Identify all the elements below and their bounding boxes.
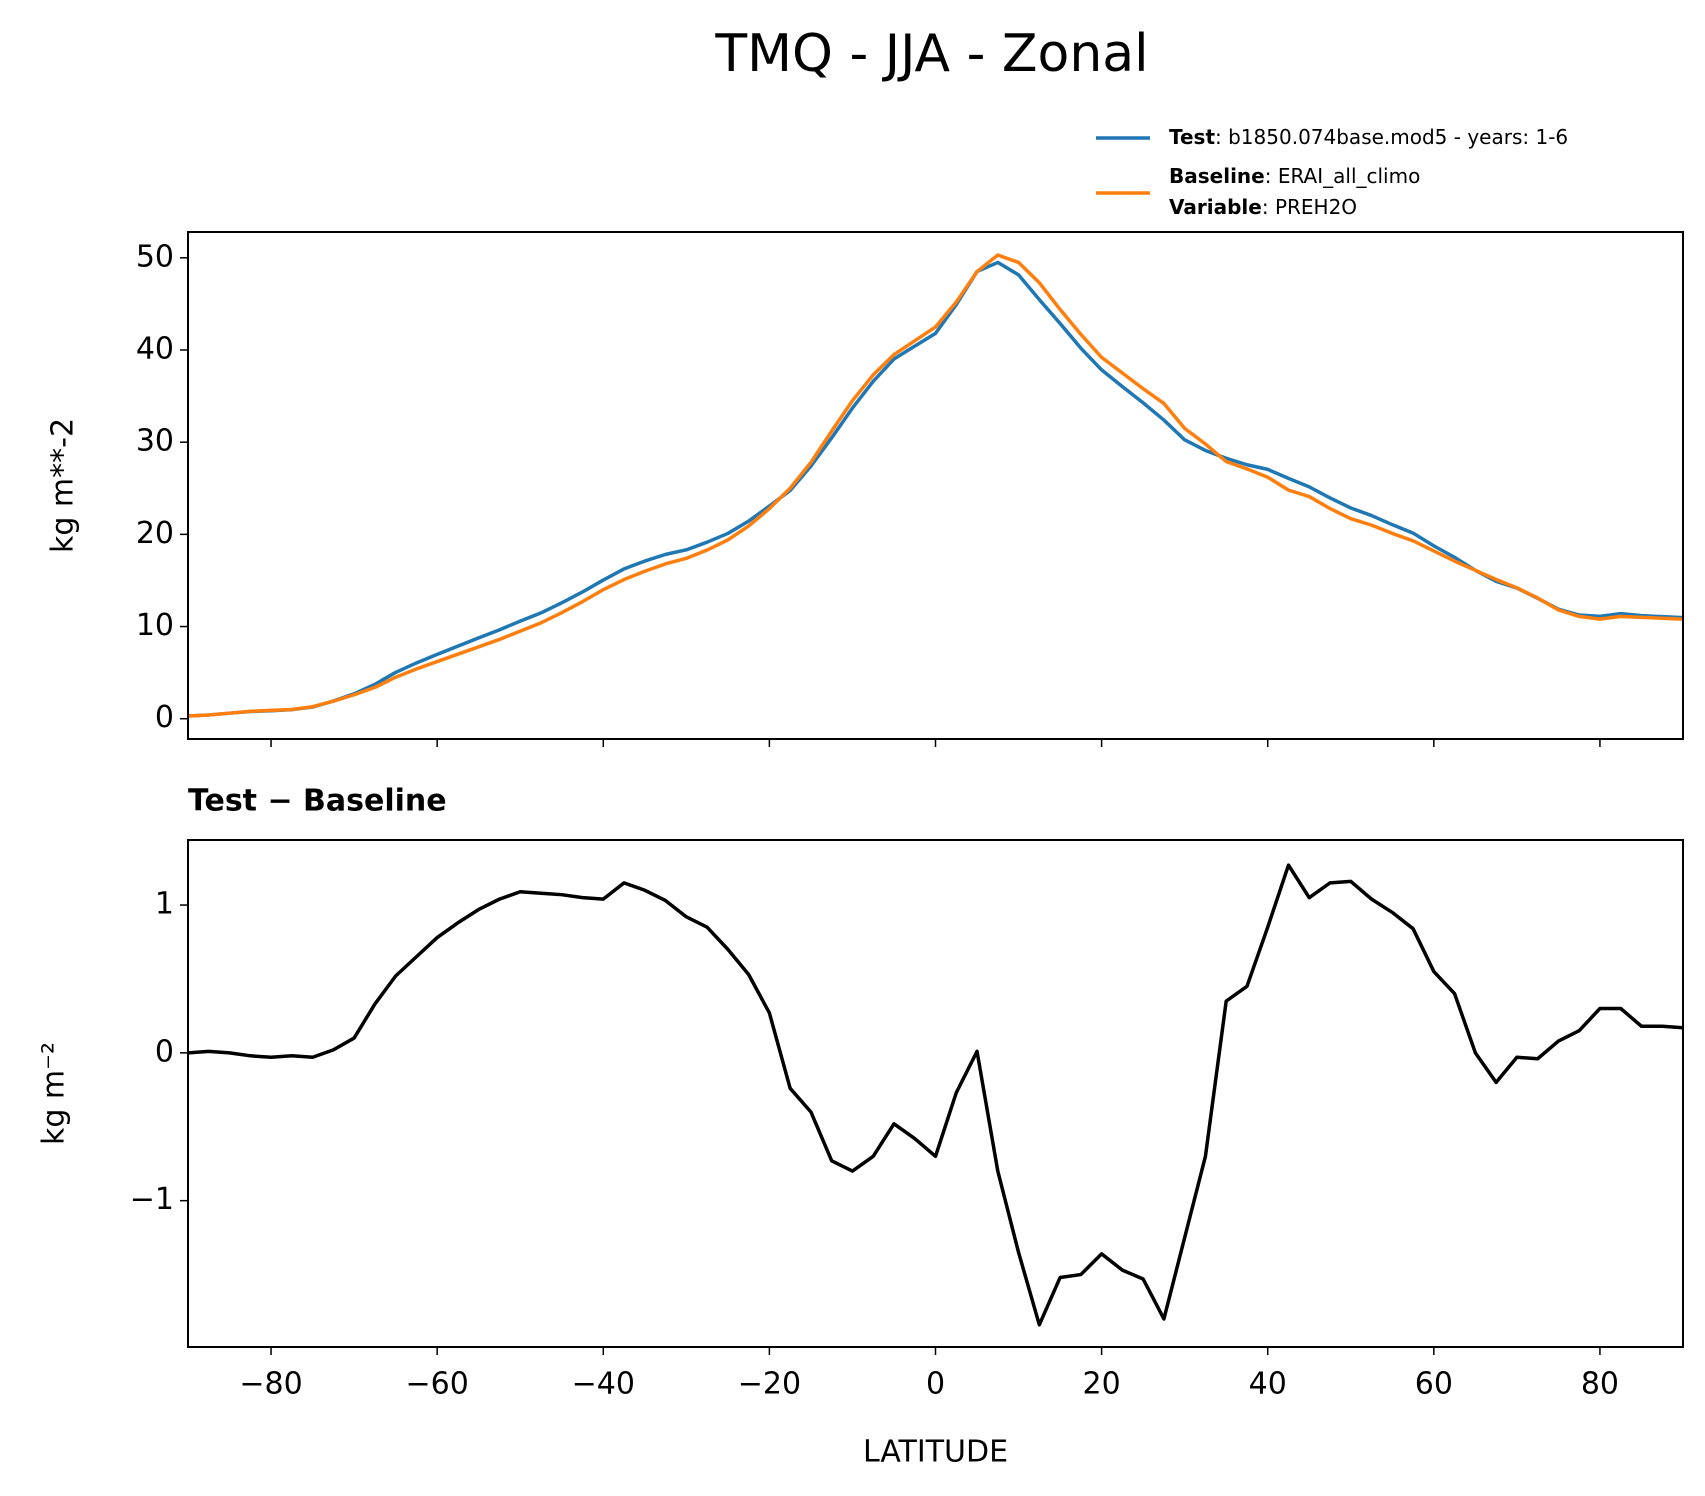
legend-key: Test — [1169, 125, 1215, 149]
x-tick-label: 20 — [1083, 1367, 1121, 1402]
x-tick-label: −80 — [239, 1367, 302, 1402]
figure-title: TMQ - JJA - Zonal — [714, 24, 1148, 84]
x-tick-label: 40 — [1249, 1367, 1287, 1402]
legend-detail: : PREH2O — [1262, 195, 1357, 219]
data-line — [188, 253, 1683, 718]
x-axis-label: LATITUDE — [863, 1435, 1008, 1470]
y-tick-label: 1 — [155, 887, 174, 922]
x-tick-label: 60 — [1415, 1367, 1453, 1402]
legend-label: Test: b1850.074base.mod5 - years: 1-6 — [1169, 125, 1568, 149]
y-axis-label: kg m⁻² — [37, 1042, 72, 1145]
x-tick-label: −60 — [406, 1367, 469, 1402]
legend-label: Baseline: ERAI_all_climo — [1169, 164, 1420, 188]
x-tick-label: −20 — [738, 1367, 801, 1402]
legend-key: Baseline — [1169, 164, 1265, 188]
x-tick-label: −40 — [572, 1367, 635, 1402]
y-tick-label: 20 — [136, 516, 174, 551]
y-tick-label: 0 — [155, 1034, 174, 1069]
data-line — [188, 863, 1683, 1327]
x-tick-label: 80 — [1581, 1367, 1619, 1402]
y-tick-label: −1 — [130, 1182, 174, 1217]
legend-note: Variable: PREH2O — [1169, 195, 1357, 219]
axes-title: Test − Baseline — [188, 784, 447, 819]
legend-detail: : ERAI_all_climo — [1265, 164, 1421, 188]
x-tick-label: 0 — [926, 1367, 945, 1402]
y-tick-label: 30 — [136, 424, 174, 459]
axes-frame — [187, 839, 1684, 1348]
axes-frame — [187, 231, 1684, 740]
y-tick-label: 0 — [155, 700, 174, 735]
y-tick-label: 40 — [136, 331, 174, 366]
legend-detail: : b1850.074base.mod5 - years: 1-6 — [1215, 125, 1568, 149]
y-axis-label: kg m**-2 — [46, 418, 81, 553]
y-tick-label: 10 — [136, 608, 174, 643]
data-line — [188, 260, 1683, 718]
y-tick-label: 50 — [136, 239, 174, 274]
legend-key: Variable — [1169, 195, 1262, 219]
